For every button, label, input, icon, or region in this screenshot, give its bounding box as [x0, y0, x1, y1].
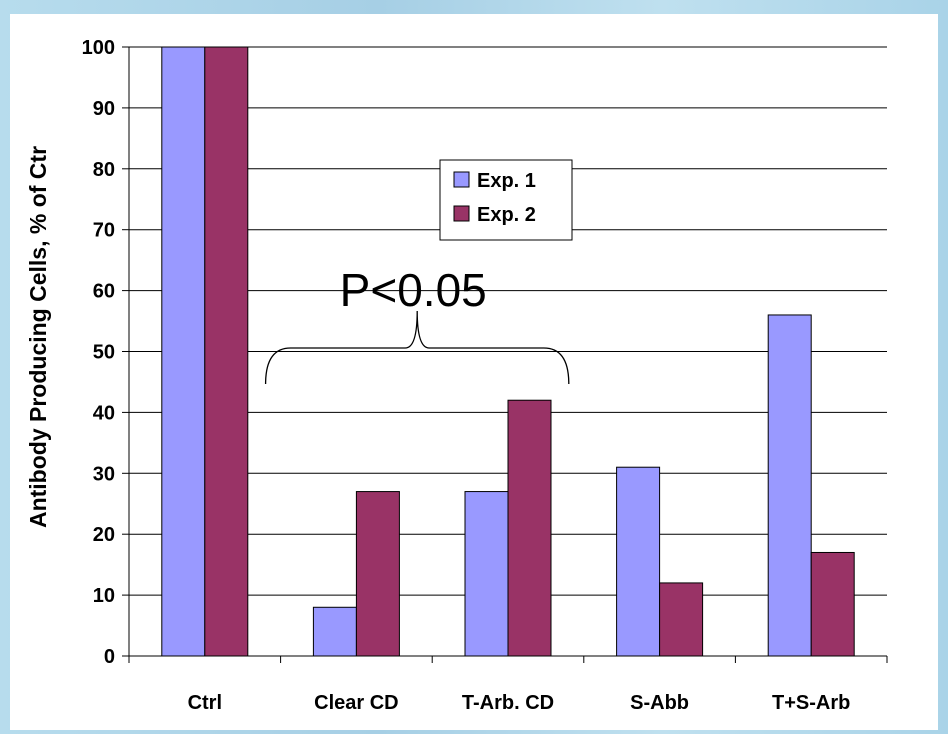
y-tick-label: 0: [104, 646, 115, 668]
y-tick-label: 40: [93, 402, 115, 424]
bar-exp-1-ctrl: [161, 46, 206, 657]
bar-exp-2-ctrl: [204, 46, 249, 657]
legend-swatch: [453, 205, 470, 222]
x-tick-label: Ctrl: [188, 692, 222, 714]
x-tick-label: Clear CD: [314, 692, 398, 714]
y-tick-label: 90: [93, 98, 115, 120]
axes: [122, 46, 888, 663]
x-tick-label: T-Arb. CD: [462, 692, 554, 714]
legend-swatch: [453, 171, 470, 188]
legend-label: Exp. 2: [477, 204, 536, 226]
legend: Exp. 1 Exp. 2: [439, 159, 573, 241]
y-tick-label: 60: [93, 281, 115, 303]
y-tick-label: 70: [93, 220, 115, 242]
y-tick-label: 20: [93, 524, 115, 546]
y-tick-label: 100: [82, 37, 115, 59]
bar-exp-2-t-arb-cd: [507, 399, 552, 657]
x-tick-label: T+S-Arb: [772, 692, 850, 714]
bar-exp-1-t-arb-cd: [464, 491, 509, 657]
bar-exp-1-t-s-arb: [767, 314, 812, 657]
y-tick-label: 10: [93, 585, 115, 607]
y-tick-labels: 0 10 20 30 40 50 60 70 80 90 100: [82, 37, 115, 668]
bars: [161, 46, 855, 657]
x-tick-label: S-Abb: [630, 692, 689, 714]
p-value-label: P<0.05: [340, 264, 487, 316]
x-tick-labels: Ctrl Clear CD T-Arb. CD S-Abb T+S-Arb: [188, 692, 851, 714]
y-tick-label: 50: [93, 342, 115, 364]
bar-exp-1-s-abb: [616, 466, 661, 657]
significance-annotation: P<0.05: [264, 264, 570, 385]
bar-exp-1-clear-cd: [312, 606, 357, 657]
y-tick-label: 30: [93, 463, 115, 485]
bar-exp-2-s-abb: [659, 582, 704, 657]
y-axis-label: Antibody Producing Cells, % of Ctr: [25, 146, 51, 528]
significance-brace: [264, 310, 570, 385]
y-tick-label: 80: [93, 159, 115, 181]
legend-label: Exp. 1: [477, 170, 536, 192]
bar-exp-2-clear-cd: [355, 491, 400, 657]
bar-exp-2-t-s-arb: [810, 551, 855, 657]
